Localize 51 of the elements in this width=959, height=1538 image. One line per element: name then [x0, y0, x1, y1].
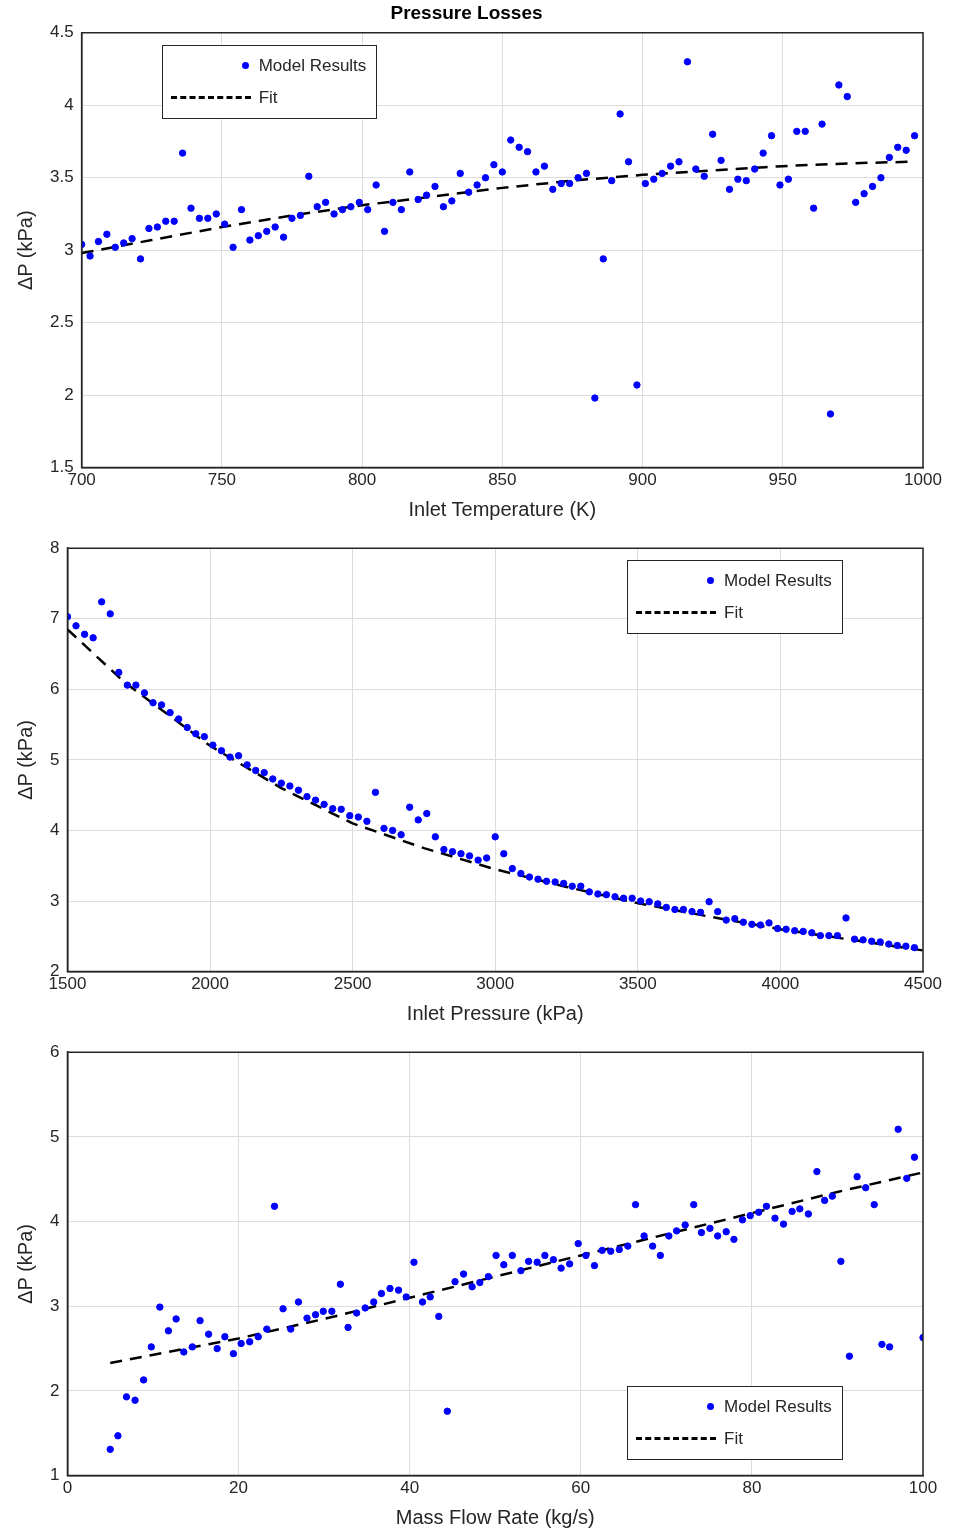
y-tick-label: 8 [49, 537, 60, 557]
x-tick-label: 800 [347, 470, 377, 490]
y-tick-label: 6 [49, 1041, 60, 1061]
x-tick-label: 4500 [904, 974, 942, 994]
legend-label: Fit [724, 603, 743, 624]
legend-label: Model Results [724, 1396, 832, 1417]
x-axis-title: Mass Flow Rate (kg/s) [395, 1505, 595, 1528]
y-tick-label: 6 [49, 679, 60, 699]
y-tick-label: 1 [49, 1465, 60, 1485]
x-tick-label: 2500 [333, 974, 372, 994]
y-tick-label: 7 [49, 608, 60, 628]
x-tick-label: 2000 [191, 974, 229, 994]
y-tick-label: 4 [49, 1211, 60, 1231]
y-axis-title: ΔP (kPa) [13, 1224, 36, 1304]
y-tick-label: 2 [64, 384, 74, 404]
line-series [108, 1171, 923, 1365]
legend-label: Model Results [258, 55, 367, 76]
x-tick-label: 750 [207, 470, 237, 490]
x-tick-label: 20 [229, 1478, 249, 1498]
x-tick-label: 900 [628, 470, 657, 490]
x-tick-label: 40 [400, 1478, 420, 1498]
x-tick-label: 1000 [904, 470, 942, 490]
y-tick-label: 3 [64, 239, 74, 259]
y-tick-label: 4 [64, 94, 74, 114]
y-axis-title: ΔP (kPa) [13, 720, 36, 800]
x-tick-label: 4000 [761, 974, 800, 994]
y-tick-label: 3 [49, 890, 60, 910]
x-tick-label: 60 [571, 1478, 591, 1498]
line-series [81, 160, 911, 255]
y-tick-label: 3.5 [49, 167, 74, 187]
x-tick-label: 850 [488, 470, 517, 490]
chart-title: Pressure Losses [390, 1, 543, 23]
x-tick-label: 950 [768, 470, 797, 490]
y-tick-label: 2.5 [49, 312, 74, 332]
y-tick-label: 3 [49, 1295, 60, 1315]
y-tick-label: 5 [49, 749, 60, 769]
legend-label: Model Results [724, 571, 832, 592]
legend-label: Fit [724, 1428, 743, 1449]
x-tick-label: 3500 [618, 974, 657, 994]
y-tick-label: 4.5 [49, 22, 74, 42]
x-axis-title: Inlet Pressure (kPa) [406, 1001, 584, 1024]
y-tick-label: 5 [49, 1126, 60, 1146]
x-tick-label: 3000 [476, 974, 515, 994]
y-tick-label: 2 [49, 1380, 60, 1400]
x-tick-label: 0 [62, 1478, 73, 1498]
y-tick-label: 4 [49, 820, 60, 840]
x-tick-label: 80 [742, 1478, 762, 1498]
y-axis-title: ΔP (kPa) [13, 210, 36, 291]
legend-label: Fit [258, 87, 278, 108]
x-axis-title: Inlet Temperature (K) [408, 497, 597, 520]
x-tick-label: 100 [908, 1478, 938, 1498]
